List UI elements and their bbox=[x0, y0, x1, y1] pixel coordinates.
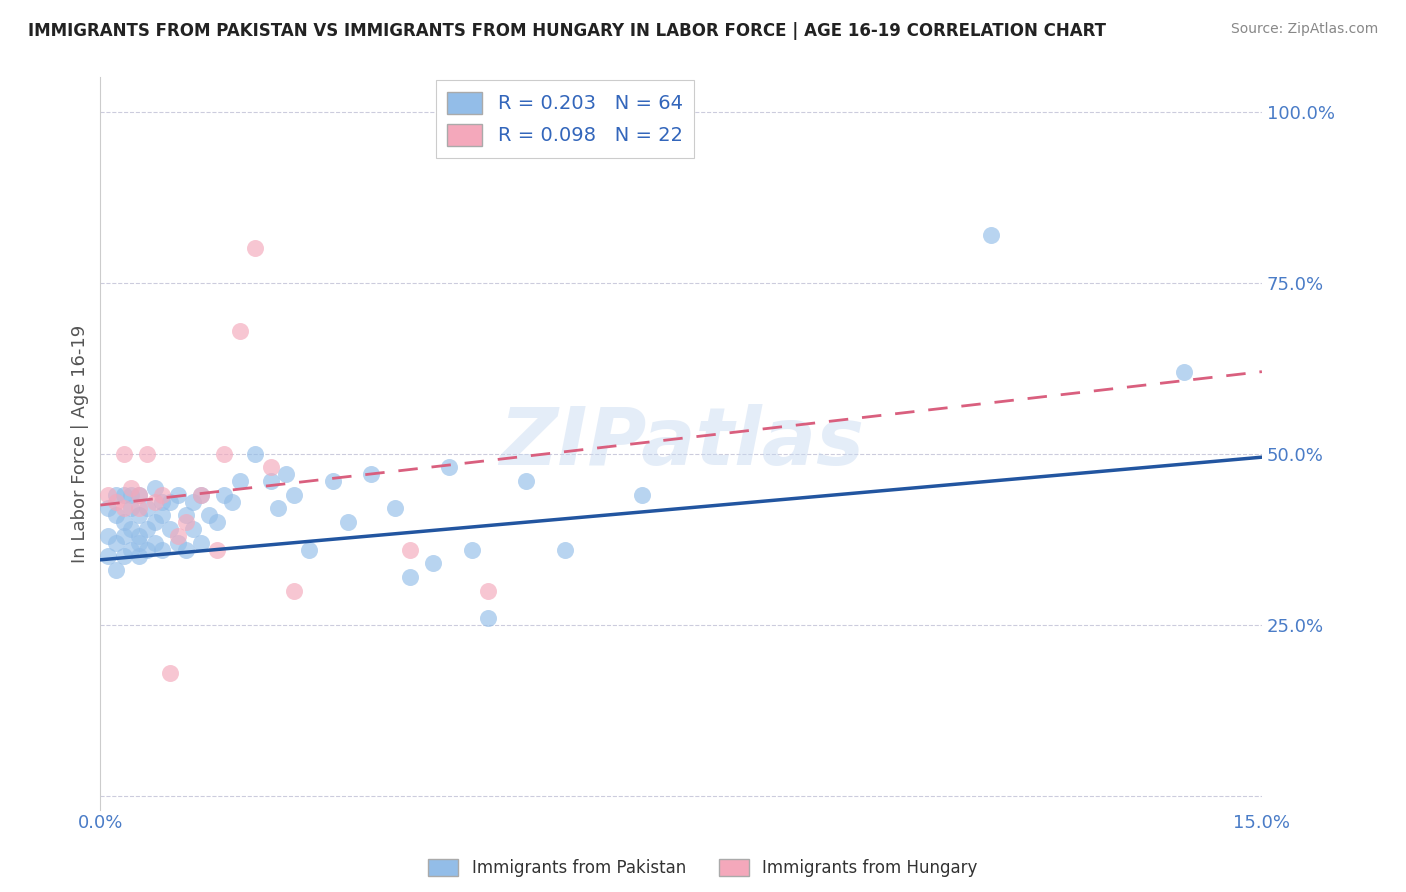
Point bbox=[276, 467, 298, 482]
Legend: Immigrants from Pakistan, Immigrants from Hungary: Immigrants from Pakistan, Immigrants fro… bbox=[422, 852, 984, 884]
Point bbox=[112, 488, 135, 502]
Point bbox=[384, 501, 406, 516]
Point bbox=[980, 227, 1002, 242]
Point bbox=[205, 515, 228, 529]
Point bbox=[135, 447, 157, 461]
Point bbox=[143, 494, 166, 508]
Point bbox=[135, 542, 157, 557]
Point bbox=[143, 535, 166, 549]
Point bbox=[212, 488, 235, 502]
Point bbox=[104, 488, 127, 502]
Point bbox=[1173, 365, 1195, 379]
Legend: R = 0.203   N = 64, R = 0.098   N = 22: R = 0.203 N = 64, R = 0.098 N = 22 bbox=[436, 80, 695, 158]
Point bbox=[260, 474, 283, 488]
Point bbox=[337, 515, 360, 529]
Point bbox=[128, 488, 150, 502]
Point bbox=[159, 522, 181, 536]
Point bbox=[104, 494, 127, 508]
Point bbox=[159, 494, 181, 508]
Point bbox=[97, 501, 120, 516]
Point bbox=[422, 556, 444, 570]
Point bbox=[360, 467, 382, 482]
Point bbox=[97, 529, 120, 543]
Text: ZIPatlas: ZIPatlas bbox=[499, 404, 863, 483]
Point bbox=[298, 542, 321, 557]
Point bbox=[143, 481, 166, 495]
Point bbox=[104, 535, 127, 549]
Point bbox=[112, 447, 135, 461]
Point bbox=[197, 508, 219, 523]
Point bbox=[461, 542, 484, 557]
Text: Source: ZipAtlas.com: Source: ZipAtlas.com bbox=[1230, 22, 1378, 37]
Point bbox=[515, 474, 537, 488]
Point bbox=[166, 488, 188, 502]
Point bbox=[120, 488, 142, 502]
Point bbox=[554, 542, 576, 557]
Point bbox=[128, 501, 150, 516]
Point bbox=[120, 501, 142, 516]
Point bbox=[477, 611, 499, 625]
Point bbox=[190, 535, 212, 549]
Point bbox=[128, 549, 150, 564]
Point bbox=[166, 535, 188, 549]
Point bbox=[150, 542, 173, 557]
Point bbox=[260, 460, 283, 475]
Point bbox=[150, 488, 173, 502]
Point bbox=[245, 447, 267, 461]
Point bbox=[135, 522, 157, 536]
Point bbox=[120, 542, 142, 557]
Point bbox=[97, 488, 120, 502]
Point bbox=[399, 570, 422, 584]
Point bbox=[112, 501, 135, 516]
Point bbox=[322, 474, 344, 488]
Point bbox=[150, 508, 173, 523]
Point bbox=[229, 474, 252, 488]
Point bbox=[112, 515, 135, 529]
Point bbox=[267, 501, 290, 516]
Point bbox=[128, 488, 150, 502]
Point bbox=[104, 508, 127, 523]
Point bbox=[181, 522, 204, 536]
Point bbox=[174, 542, 197, 557]
Point bbox=[283, 488, 305, 502]
Y-axis label: In Labor Force | Age 16-19: In Labor Force | Age 16-19 bbox=[72, 325, 89, 563]
Point bbox=[120, 522, 142, 536]
Point bbox=[437, 460, 460, 475]
Point bbox=[221, 494, 243, 508]
Point bbox=[159, 665, 181, 680]
Point bbox=[97, 549, 120, 564]
Point bbox=[128, 529, 150, 543]
Point bbox=[143, 515, 166, 529]
Point bbox=[120, 481, 142, 495]
Point bbox=[112, 529, 135, 543]
Point bbox=[166, 529, 188, 543]
Point bbox=[128, 535, 150, 549]
Point bbox=[112, 549, 135, 564]
Point bbox=[212, 447, 235, 461]
Point bbox=[245, 242, 267, 256]
Point bbox=[174, 508, 197, 523]
Point bbox=[190, 488, 212, 502]
Point bbox=[181, 494, 204, 508]
Point bbox=[631, 488, 654, 502]
Point bbox=[477, 583, 499, 598]
Point bbox=[135, 501, 157, 516]
Point bbox=[283, 583, 305, 598]
Point bbox=[104, 563, 127, 577]
Point bbox=[205, 542, 228, 557]
Point bbox=[190, 488, 212, 502]
Point bbox=[399, 542, 422, 557]
Point bbox=[174, 515, 197, 529]
Point bbox=[150, 494, 173, 508]
Point bbox=[128, 508, 150, 523]
Point bbox=[229, 324, 252, 338]
Text: IMMIGRANTS FROM PAKISTAN VS IMMIGRANTS FROM HUNGARY IN LABOR FORCE | AGE 16-19 C: IMMIGRANTS FROM PAKISTAN VS IMMIGRANTS F… bbox=[28, 22, 1107, 40]
